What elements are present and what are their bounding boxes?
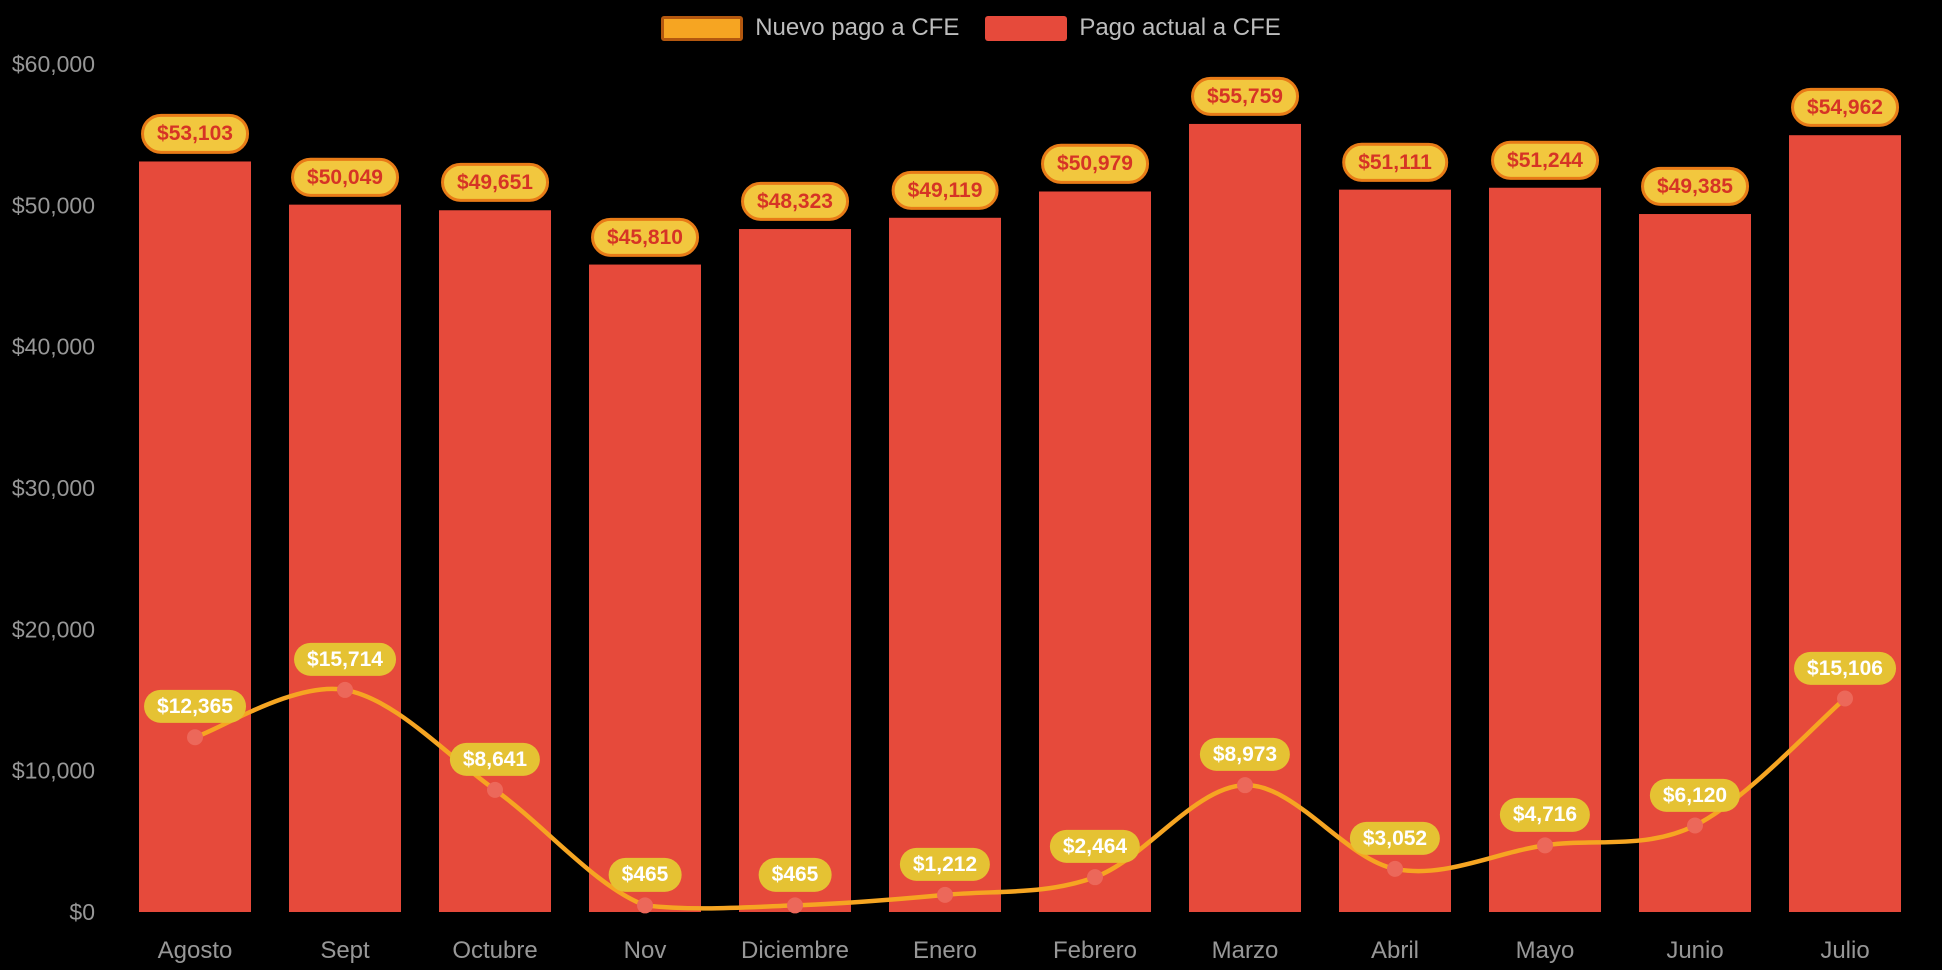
bar-febrero[interactable] <box>1039 191 1151 912</box>
bar-nov[interactable] <box>589 264 701 912</box>
x-axis-label-enero: Enero <box>913 937 977 964</box>
bar-julio[interactable] <box>1789 135 1901 912</box>
bar-enero[interactable] <box>889 217 1001 913</box>
y-axis-tick: $50,000 <box>12 192 95 218</box>
line-point-abril[interactable] <box>1387 860 1403 877</box>
y-axis-tick: $0 <box>69 899 95 925</box>
x-axis-label-abril: Abril <box>1371 937 1419 964</box>
x-axis-label-mayo: Mayo <box>1516 937 1575 964</box>
legend-item-pago-actual[interactable]: Pago actual a CFE <box>985 14 1281 42</box>
line-point-enero[interactable] <box>937 886 953 903</box>
legend-label-pago-actual: Pago actual a CFE <box>1079 14 1281 41</box>
bar-octubre[interactable] <box>439 210 551 912</box>
x-axis-label-junio: Junio <box>1666 937 1723 964</box>
bar-mayo[interactable] <box>1489 187 1601 912</box>
bar-marzo[interactable] <box>1189 123 1301 913</box>
x-axis-label-julio: Julio <box>1820 937 1869 964</box>
x-axis-label-octubre: Octubre <box>452 937 537 964</box>
y-axis-tick: $30,000 <box>12 475 95 501</box>
bar-abril[interactable] <box>1339 189 1451 912</box>
x-axis-label-diciembre: Diciembre <box>741 937 849 964</box>
line-point-marzo[interactable] <box>1237 777 1253 794</box>
line-point-sept[interactable] <box>337 681 353 698</box>
x-axis-label-agosto: Agosto <box>158 937 233 964</box>
trend-line <box>192 686 1848 911</box>
line-point-agosto[interactable] <box>187 729 203 746</box>
line-point-mayo[interactable] <box>1537 837 1553 854</box>
line-point-diciembre[interactable] <box>787 897 803 914</box>
line-point-febrero[interactable] <box>1087 869 1103 886</box>
bar-agosto[interactable] <box>139 161 251 912</box>
bar-diciembre[interactable] <box>739 229 851 913</box>
legend-label-nuevo-pago: Nuevo pago a CFE <box>755 14 960 41</box>
legend-swatch-nuevo-pago <box>661 15 744 41</box>
x-axis-label-marzo: Marzo <box>1212 937 1279 964</box>
line-point-nov[interactable] <box>637 897 653 914</box>
y-axis-tick: $10,000 <box>12 758 95 784</box>
line-point-junio[interactable] <box>1687 817 1703 834</box>
line-point-octubre[interactable] <box>487 781 503 798</box>
legend-item-nuevo-pago[interactable]: Nuevo pago a CFE <box>661 14 959 42</box>
x-axis-label-nov: Nov <box>624 937 667 964</box>
line-point-julio[interactable] <box>1837 690 1853 707</box>
bar-sept[interactable] <box>289 204 401 912</box>
chart-legend: Nuevo pago a CFE Pago actual a CFE <box>0 14 1942 42</box>
legend-swatch-pago-actual <box>985 15 1068 41</box>
x-axis-label-febrero: Febrero <box>1053 937 1137 964</box>
bar-junio[interactable] <box>1639 214 1751 912</box>
y-axis-tick: $40,000 <box>12 334 95 360</box>
y-axis-tick: $20,000 <box>12 616 95 642</box>
x-axis-label-sept: Sept <box>320 937 370 964</box>
y-axis-tick: $60,000 <box>12 51 95 77</box>
